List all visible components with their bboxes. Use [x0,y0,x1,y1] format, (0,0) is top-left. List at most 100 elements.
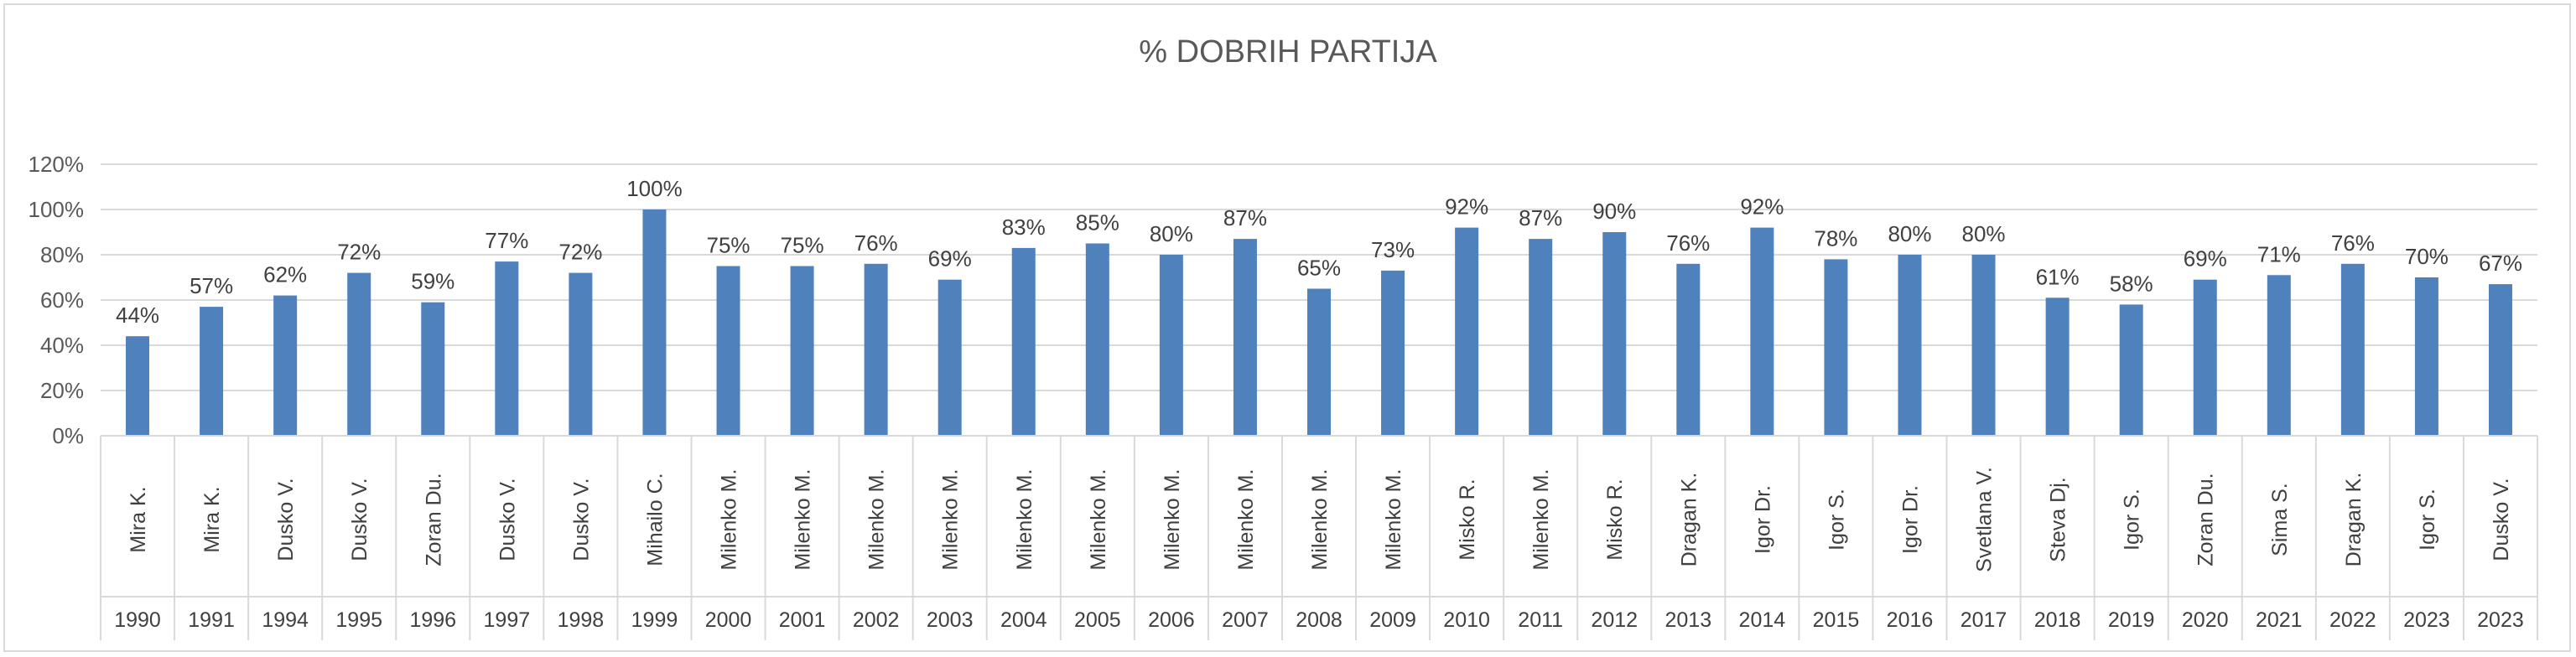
bars [126,210,2512,436]
data-label: 80% [1150,221,1193,246]
category-year-label: 2001 [779,608,826,632]
data-label: 72% [558,240,602,265]
category-year-label: 2014 [1739,608,1786,632]
bar [1233,239,1257,436]
y-tick-label: 40% [40,333,84,358]
category-year-label: 2002 [853,608,900,632]
category-year-label: 2007 [1222,608,1269,632]
category-name-label: Milenko M. [939,469,963,571]
category-year-label: 2023 [2403,608,2450,632]
category-year-label: 1997 [484,608,531,632]
category-year-label: 2005 [1074,608,1121,632]
data-label: 100% [626,176,683,201]
category-year-label: 2011 [1518,608,1563,632]
data-label: 85% [1076,210,1119,235]
category-year-label: 2017 [1961,608,2007,632]
y-tick-label: 60% [40,287,84,313]
category-name-label: Dusko V. [274,478,298,561]
chart-title: % DOBRIH PARTIJA [1139,34,1437,70]
category-name-label: Milenko M. [792,469,815,571]
category-name-label: Milenko M. [1013,469,1036,571]
bar [1529,239,1553,436]
bar [1307,288,1331,436]
bar [200,307,224,436]
data-label: 78% [1814,225,1857,251]
category-name-label: Milenko M. [1087,469,1110,571]
category-name-label: Dusko V. [496,478,519,561]
bar [1750,227,1774,436]
category-year-label: 2021 [2256,608,2303,632]
category-name-label: Milenko M. [1308,469,1332,571]
data-label: 57% [190,273,233,298]
bar [569,272,593,436]
y-tick-label: 80% [40,242,84,267]
category-year-label: 2018 [2034,608,2081,632]
category-name-label: Milenko M. [718,469,741,571]
category-name-label: Dusko V. [569,478,593,561]
category-name-label: Zoran Du. [2194,473,2218,566]
category-name-label: Milenko M. [1234,469,1258,571]
bar [1011,247,1036,436]
bar [2119,304,2143,436]
data-label: 80% [1962,221,2006,246]
bar [421,302,445,436]
bar [1824,259,1848,436]
data-label: 87% [1223,205,1267,230]
bar [2193,279,2217,436]
category-year-label: 2020 [2182,608,2229,632]
bar [1602,232,1627,436]
y-axis-ticks: 0% 20% 40% 60% 80% 100% 120% [29,152,85,448]
data-label: 62% [263,262,307,287]
category-year-label: 2003 [927,608,974,632]
data-label: 76% [2331,230,2375,256]
category-name-label: Dragan K. [1677,473,1701,567]
category-year-label: 1994 [262,608,309,632]
category-year-label: 2013 [1665,608,1711,632]
category-name-label: Dusko V. [2490,478,2513,561]
bar [347,272,371,436]
category-year-label: 2010 [1443,608,1490,632]
category-year-label: 2023 [2477,608,2524,632]
bar [937,279,962,436]
y-tick-label: 100% [29,197,85,222]
category-year-label: 2019 [2108,608,2155,632]
category-name-label: Svetlana V. [1973,467,1997,572]
category-name-label: Misko R. [1603,479,1627,560]
data-label: 61% [2036,264,2080,289]
category-year-label: 2022 [2329,608,2376,632]
data-label: 44% [116,303,159,328]
bar [1381,270,1405,436]
y-tick-label: 0% [52,423,84,448]
data-label: 73% [1371,237,1415,262]
bar [864,263,888,436]
category-name-label: Igor S. [1825,489,1848,551]
category-name-label: Igor S. [2416,489,2439,551]
category-name-label: Sima S. [2268,483,2292,556]
category-name-label: Steva Dj. [2047,477,2070,561]
bar [1898,255,1922,436]
data-labels: 44% 57% 62% 72% 59% 77% 72% 100% 75% 75% 76% 69% 83%… [116,176,2522,328]
category-name-label: Igor Dr. [1898,485,1922,554]
category-year-label: 2016 [1887,608,1934,632]
bar [1971,255,1996,436]
data-label: 70% [2405,244,2449,269]
category-year-label: 1998 [558,608,605,632]
category-year-label: 1999 [631,608,678,632]
data-label: 75% [706,233,750,258]
category-year-label: 2012 [1591,608,1638,632]
category-year-label: 2009 [1369,608,1416,632]
bar [716,266,740,436]
category-year-label: 1995 [335,608,382,632]
category-name-label: Igor Dr. [1751,485,1774,554]
category-year-label: 2015 [1813,608,1860,632]
bar [2488,284,2512,436]
category-year-label: 1996 [409,608,456,632]
bar [1085,243,1109,436]
category-year-label: 1990 [114,608,161,632]
data-label: 92% [1740,194,1784,220]
category-name-label: Mihailo C. [643,473,667,566]
data-label: 71% [2257,241,2301,266]
data-label: 77% [485,228,528,253]
category-year-label: 1991 [188,608,235,632]
